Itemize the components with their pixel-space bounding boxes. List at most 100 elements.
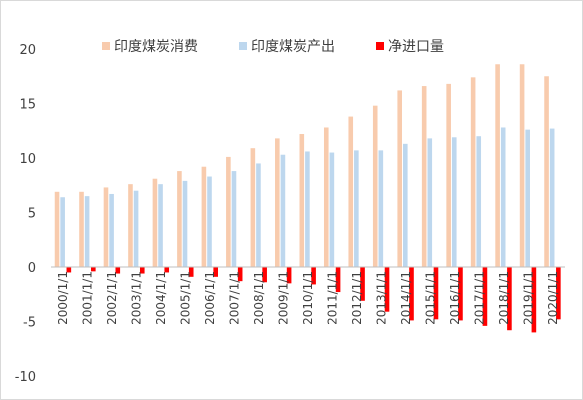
x-tick-label: 2007/1/1 xyxy=(228,271,242,325)
x-tick-label: 2009/1/1 xyxy=(277,271,291,325)
bar-production-2017/1/1 xyxy=(476,136,482,267)
bar-consumption-2001/1/1 xyxy=(79,191,84,267)
x-tick-label: 2010/1/1 xyxy=(301,271,315,325)
bar-net-import-2006/1/1 xyxy=(213,267,218,277)
bar-production-2004/1/1 xyxy=(158,184,163,267)
bar-consumption-2018/1/1 xyxy=(495,64,500,267)
legend-swatch-2 xyxy=(376,42,384,50)
bar-production-2005/1/1 xyxy=(182,180,188,267)
y-tick-label: 0 xyxy=(28,261,36,276)
bar-net-import-2019/1/1 xyxy=(531,267,537,333)
y-axis-ticks: -10 -5 0 5 10 15 20 xyxy=(15,43,36,385)
legend-label-1: 印度煤炭产出 xyxy=(251,39,335,55)
x-tick-label: 2015/1/1 xyxy=(423,271,437,325)
x-tick-label: 2012/1/1 xyxy=(350,271,364,325)
x-tick-label: 2004/1/1 xyxy=(154,271,168,325)
bar-net-import-2018/1/1 xyxy=(507,267,512,331)
bar-consumption-2007/1/1 xyxy=(226,156,231,267)
y-tick-label: 5 xyxy=(28,207,36,222)
bar-production-2006/1/1 xyxy=(207,176,212,267)
x-tick-label: 2006/1/1 xyxy=(203,271,217,325)
bar-production-2014/1/1 xyxy=(403,143,408,267)
bars xyxy=(54,64,561,333)
bar-consumption-2016/1/1 xyxy=(446,83,451,267)
bar-net-import-2010/1/1 xyxy=(311,267,316,285)
bar-net-import-2003/1/1 xyxy=(139,267,145,274)
x-tick-label: 2005/1/1 xyxy=(179,271,193,325)
x-tick-label: 2020/1/1 xyxy=(546,271,560,325)
bar-consumption-2019/1/1 xyxy=(519,64,525,267)
x-tick-label: 2016/1/1 xyxy=(448,271,462,325)
bar-net-import-2020/1/1 xyxy=(556,267,561,320)
bar-net-import-2015/1/1 xyxy=(433,267,439,320)
bar-net-import-2008/1/1 xyxy=(262,267,267,283)
bar-consumption-2020/1/1 xyxy=(544,76,549,267)
bar-consumption-2009/1/1 xyxy=(275,138,280,267)
bar-production-2011/1/1 xyxy=(329,152,335,267)
bar-net-import-2012/1/1 xyxy=(360,267,365,301)
bar-net-import-2004/1/1 xyxy=(164,267,170,273)
x-tick-label: 2014/1/1 xyxy=(399,271,413,325)
legend: 印度煤炭消费 印度煤炭产出 净进口量 xyxy=(102,39,444,55)
bar-net-import-2016/1/1 xyxy=(458,267,463,321)
bar-net-import-2005/1/1 xyxy=(188,267,194,277)
legend-label-2: 净进口量 xyxy=(388,39,444,55)
x-tick-label: 2000/1/1 xyxy=(56,271,70,325)
x-tick-label: 2018/1/1 xyxy=(497,271,511,325)
bar-production-2001/1/1 xyxy=(84,196,90,267)
x-axis-ticks: 2000/1/1 2001/1/1 2002/1/1 2003/1/1 2004/1/1… xyxy=(56,271,560,325)
bar-net-import-2013/1/1 xyxy=(384,267,390,312)
bar-consumption-2003/1/1 xyxy=(128,184,133,267)
x-tick-label: 2003/1/1 xyxy=(130,271,144,325)
x-tick-label: 2011/1/1 xyxy=(325,271,339,325)
legend-swatch-0 xyxy=(102,42,110,50)
bar-net-import-2002/1/1 xyxy=(115,267,121,274)
bar-production-2013/1/1 xyxy=(378,150,384,267)
bar-net-import-2014/1/1 xyxy=(409,267,414,321)
bar-consumption-2017/1/1 xyxy=(470,77,476,267)
x-tick-label: 2019/1/1 xyxy=(521,271,535,325)
bar-consumption-2013/1/1 xyxy=(372,105,378,268)
bar-net-import-2009/1/1 xyxy=(286,267,292,284)
x-tick-label: 2008/1/1 xyxy=(252,271,266,325)
bar-production-2018/1/1 xyxy=(500,127,506,267)
bar-production-2008/1/1 xyxy=(256,163,261,267)
bar-net-import-2017/1/1 xyxy=(482,267,488,326)
bar-production-2003/1/1 xyxy=(133,190,139,267)
bar-consumption-2000/1/1 xyxy=(54,191,60,267)
y-tick-label: 20 xyxy=(19,43,36,58)
x-tick-label: 2017/1/1 xyxy=(472,271,486,325)
bar-consumption-2010/1/1 xyxy=(299,134,305,267)
bar-net-import-2001/1/1 xyxy=(91,267,96,272)
x-tick-label: 2001/1/1 xyxy=(81,271,95,325)
legend-swatch-1 xyxy=(239,42,247,50)
bar-consumption-2015/1/1 xyxy=(421,86,427,267)
y-tick-label: -5 xyxy=(23,316,36,331)
bar-production-2016/1/1 xyxy=(451,137,457,267)
bar-net-import-2011/1/1 xyxy=(335,267,341,293)
bar-production-2009/1/1 xyxy=(280,154,286,267)
bar-production-2012/1/1 xyxy=(354,150,359,267)
bar-production-2002/1/1 xyxy=(109,193,114,267)
bar-consumption-2005/1/1 xyxy=(177,171,182,267)
bar-consumption-2014/1/1 xyxy=(397,90,402,267)
x-tick-label: 2002/1/1 xyxy=(105,271,119,325)
legend-label-0: 印度煤炭消费 xyxy=(114,39,198,55)
bar-production-2000/1/1 xyxy=(60,197,65,267)
bar-net-import-2000/1/1 xyxy=(66,267,72,273)
bar-production-2010/1/1 xyxy=(305,151,310,267)
bar-production-2015/1/1 xyxy=(427,138,433,267)
bar-production-2020/1/1 xyxy=(549,128,555,267)
bar-consumption-2011/1/1 xyxy=(323,127,329,267)
bar-consumption-2008/1/1 xyxy=(250,148,256,267)
bar-consumption-2012/1/1 xyxy=(348,116,354,267)
bar-net-import-2007/1/1 xyxy=(237,267,243,282)
bar-consumption-2006/1/1 xyxy=(201,166,207,267)
x-tick-label: 2013/1/1 xyxy=(374,271,388,325)
bar-consumption-2004/1/1 xyxy=(152,178,158,267)
y-tick-label: 10 xyxy=(19,152,36,167)
y-tick-label: 15 xyxy=(19,98,36,113)
y-tick-label: -10 xyxy=(15,370,36,385)
bar-production-2007/1/1 xyxy=(231,171,237,267)
